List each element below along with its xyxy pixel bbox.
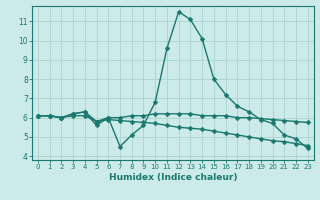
X-axis label: Humidex (Indice chaleur): Humidex (Indice chaleur): [108, 173, 237, 182]
